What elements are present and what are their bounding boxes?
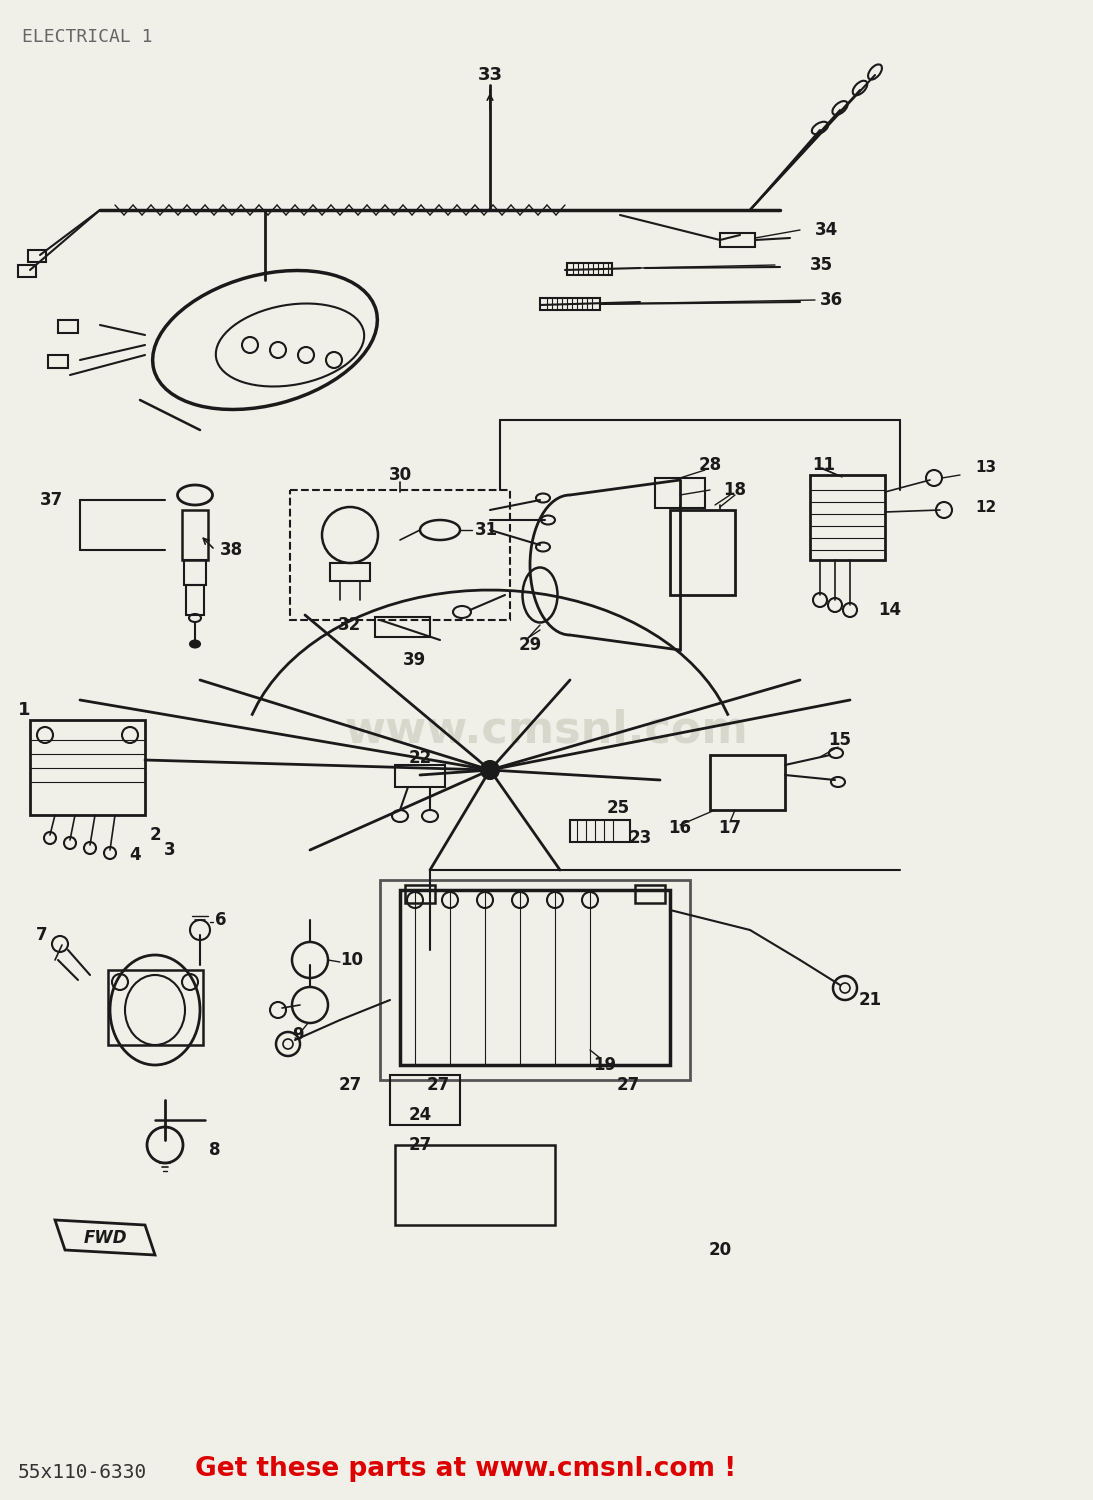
- Text: 29: 29: [518, 636, 542, 654]
- Bar: [108, 970, 203, 1046]
- Text: Get these parts at www.cmsnl.com !: Get these parts at www.cmsnl.com !: [195, 1456, 737, 1482]
- Bar: [810, 476, 885, 560]
- Text: 12: 12: [975, 501, 996, 516]
- Bar: [670, 510, 734, 596]
- Text: 6: 6: [215, 910, 226, 928]
- Text: 7: 7: [36, 926, 48, 944]
- Text: FWD: FWD: [83, 1228, 127, 1246]
- Text: 32: 32: [339, 616, 362, 634]
- Bar: [540, 298, 600, 310]
- Bar: [17, 266, 36, 278]
- Text: 24: 24: [409, 1106, 432, 1124]
- Bar: [183, 510, 208, 560]
- Bar: [48, 356, 68, 368]
- Text: 16: 16: [669, 819, 692, 837]
- Text: 19: 19: [593, 1056, 616, 1074]
- Bar: [655, 478, 705, 508]
- Bar: [380, 880, 690, 1080]
- Text: 3: 3: [164, 842, 176, 860]
- Text: 27: 27: [426, 1076, 449, 1094]
- Bar: [390, 1076, 460, 1125]
- Bar: [290, 490, 510, 620]
- Text: 34: 34: [815, 220, 838, 238]
- Bar: [395, 1144, 555, 1226]
- Bar: [395, 765, 445, 788]
- Text: 13: 13: [975, 460, 996, 476]
- Bar: [186, 585, 204, 615]
- Bar: [400, 890, 670, 1065]
- Text: 11: 11: [812, 456, 835, 474]
- Text: 15: 15: [828, 730, 851, 748]
- Text: ELECTRICAL 1: ELECTRICAL 1: [22, 28, 153, 46]
- Text: 37: 37: [40, 490, 63, 508]
- Text: 20: 20: [708, 1240, 731, 1258]
- Text: 23: 23: [628, 830, 651, 848]
- Text: 28: 28: [698, 456, 721, 474]
- Text: 14: 14: [879, 602, 902, 619]
- Bar: [406, 885, 435, 903]
- Text: 36: 36: [820, 291, 843, 309]
- Text: 33: 33: [478, 66, 503, 84]
- Text: 9: 9: [292, 1026, 304, 1044]
- Ellipse shape: [190, 640, 200, 648]
- Text: 38: 38: [220, 542, 243, 560]
- Text: 1: 1: [17, 700, 31, 718]
- Text: 27: 27: [409, 1136, 432, 1154]
- Bar: [30, 720, 145, 815]
- Circle shape: [481, 760, 500, 778]
- Bar: [58, 320, 78, 333]
- Bar: [184, 560, 205, 585]
- Text: 35: 35: [810, 256, 833, 274]
- Text: 39: 39: [403, 651, 426, 669]
- Bar: [375, 616, 430, 638]
- Bar: [710, 754, 785, 810]
- Bar: [635, 885, 665, 903]
- Bar: [567, 262, 612, 274]
- Text: 8: 8: [209, 1142, 221, 1160]
- Bar: [28, 251, 46, 262]
- Text: 21: 21: [858, 992, 882, 1010]
- Text: 17: 17: [718, 819, 741, 837]
- Text: 30: 30: [388, 466, 412, 484]
- Text: 4: 4: [129, 846, 141, 864]
- Bar: [720, 232, 755, 248]
- Text: 27: 27: [339, 1076, 362, 1094]
- Text: 18: 18: [724, 482, 747, 500]
- Text: 22: 22: [409, 748, 432, 766]
- Text: 25: 25: [607, 800, 630, 818]
- Text: www.cmsnl.com: www.cmsnl.com: [344, 708, 748, 752]
- Bar: [330, 562, 371, 580]
- Text: 31: 31: [475, 520, 498, 538]
- Text: 2: 2: [149, 827, 161, 844]
- Text: 10: 10: [340, 951, 363, 969]
- Text: 55x110-6330: 55x110-6330: [17, 1462, 148, 1482]
- Bar: [571, 821, 630, 842]
- Text: 27: 27: [616, 1076, 639, 1094]
